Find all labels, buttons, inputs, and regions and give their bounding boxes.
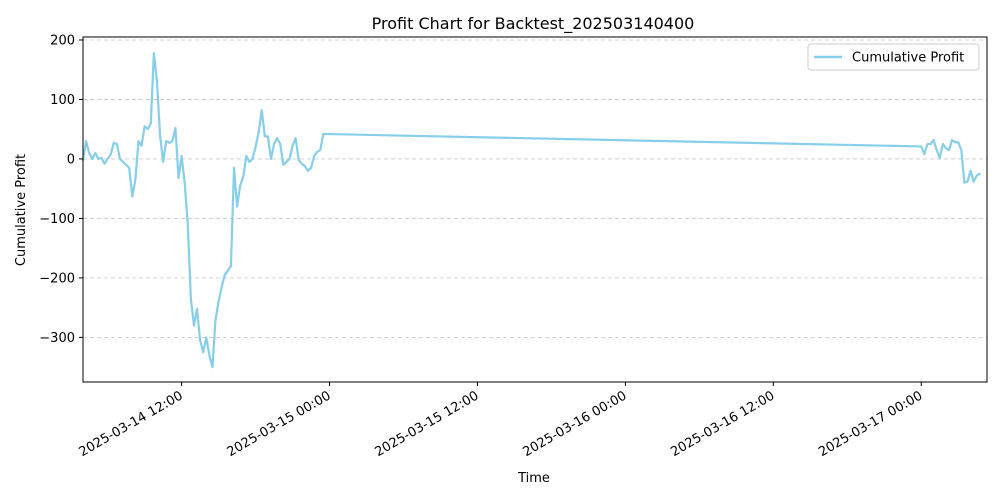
y-tick-label: −300 (39, 331, 75, 346)
y-tick-label: 200 (50, 33, 75, 48)
legend: Cumulative Profit (807, 43, 980, 71)
legend-label: Cumulative Profit (852, 51, 964, 66)
series-line-cumulative-profit (81, 51, 981, 369)
legend-box (807, 43, 980, 71)
plot-frame (82, 36, 988, 383)
chart-title: Profit Chart for Backtest_202503140400 (372, 14, 695, 34)
y-tick-label: 100 (50, 93, 75, 108)
y-axis: 200 100 0 −100 −200 −300 (39, 33, 83, 346)
series-layer (81, 51, 981, 369)
y-tick-label: −200 (39, 271, 75, 286)
x-axis-title: Time (517, 471, 550, 486)
y-axis-title: Cumulative Profit (14, 154, 29, 266)
y-tick-label: −100 (39, 212, 75, 227)
y-tick-label: 0 (67, 152, 75, 167)
gridlines (83, 39, 987, 338)
